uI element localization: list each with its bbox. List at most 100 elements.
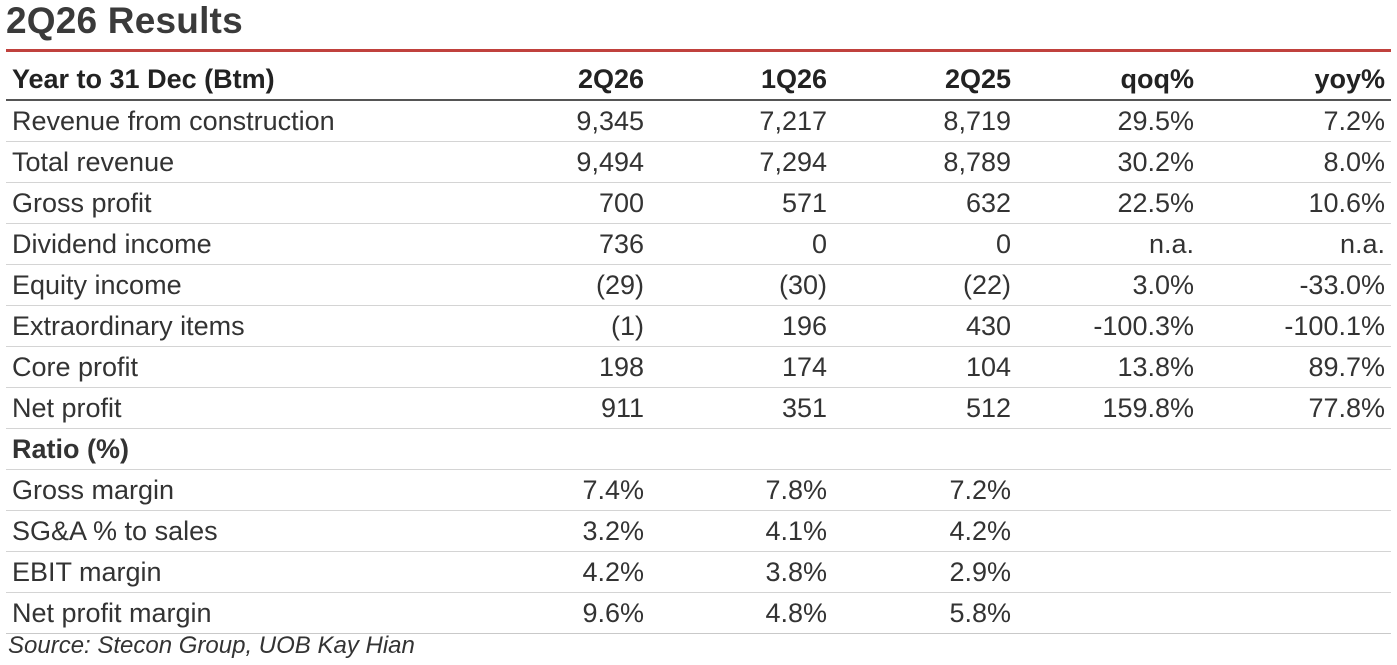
row-label: Gross margin [6, 469, 466, 511]
cell-2q25: 430 [833, 305, 1017, 347]
page-title: 2Q26 Results [6, 0, 243, 41]
row-label: SG&A % to sales [6, 510, 466, 552]
cell-2q26: 9.6% [466, 592, 650, 634]
cell-qoq: -100.3% [1017, 305, 1200, 347]
cell-yoy: 77.8% [1200, 387, 1391, 429]
header-col-yoy: yoy% [1200, 60, 1391, 101]
source-note: Source: Stecon Group, UOB Kay Hian [8, 632, 415, 659]
section-title-ratio: Ratio (%) [6, 428, 466, 470]
cell-1q26: 4.1% [650, 510, 833, 552]
cell-2q26: 911 [466, 387, 650, 429]
row-label: Revenue from construction [6, 100, 466, 142]
empty-cell [1017, 592, 1200, 634]
cell-yoy: -33.0% [1200, 264, 1391, 306]
cell-qoq: n.a. [1017, 223, 1200, 265]
cell-2q25: 8,719 [833, 100, 1017, 142]
cell-yoy: 89.7% [1200, 346, 1391, 388]
cell-1q26: (30) [650, 264, 833, 306]
cell-2q25: 0 [833, 223, 1017, 265]
cell-2q26: 9,345 [466, 100, 650, 142]
table-row: Revenue from construction 9,345 7,217 8,… [6, 100, 1391, 142]
row-label: Net profit [6, 387, 466, 429]
empty-cell [650, 428, 833, 470]
row-label: Dividend income [6, 223, 466, 265]
table-row: Extraordinary items (1) 196 430 -100.3% … [6, 305, 1391, 347]
empty-cell [1200, 469, 1391, 511]
row-label: Net profit margin [6, 592, 466, 634]
empty-cell [1017, 510, 1200, 552]
cell-2q25: 7.2% [833, 469, 1017, 511]
cell-2q25: 512 [833, 387, 1017, 429]
cell-qoq: 159.8% [1017, 387, 1200, 429]
empty-cell [1017, 428, 1200, 470]
cell-2q25: 4.2% [833, 510, 1017, 552]
cell-1q26: 7,217 [650, 100, 833, 142]
cell-2q25: 2.9% [833, 551, 1017, 593]
header-col-1q26: 1Q26 [650, 60, 833, 101]
header-col-2q26: 2Q26 [466, 60, 650, 101]
cell-1q26: 351 [650, 387, 833, 429]
empty-cell [1200, 592, 1391, 634]
cell-2q26: 736 [466, 223, 650, 265]
table-row: EBIT margin 4.2% 3.8% 2.9% [6, 551, 1391, 593]
cell-1q26: 7,294 [650, 141, 833, 183]
title-divider [6, 49, 1391, 52]
header-col-2q25: 2Q25 [833, 60, 1017, 101]
table-row: Dividend income 736 0 0 n.a. n.a. [6, 223, 1391, 265]
table-row: Net profit 911 351 512 159.8% 77.8% [6, 387, 1391, 429]
row-label: Core profit [6, 346, 466, 388]
cell-2q26: 9,494 [466, 141, 650, 183]
empty-cell [1200, 428, 1391, 470]
row-label: EBIT margin [6, 551, 466, 593]
cell-qoq: 13.8% [1017, 346, 1200, 388]
table-row: Equity income (29) (30) (22) 3.0% -33.0% [6, 264, 1391, 306]
cell-qoq: 3.0% [1017, 264, 1200, 306]
empty-cell [1017, 469, 1200, 511]
cell-1q26: 571 [650, 182, 833, 224]
header-label: Year to 31 Dec (Btm) [6, 60, 466, 101]
row-label: Equity income [6, 264, 466, 306]
cell-2q25: 5.8% [833, 592, 1017, 634]
table-row: Gross margin 7.4% 7.8% 7.2% [6, 469, 1391, 511]
table-row: SG&A % to sales 3.2% 4.1% 4.2% [6, 510, 1391, 552]
empty-cell [1200, 551, 1391, 593]
cell-2q26: (1) [466, 305, 650, 347]
empty-cell [1200, 510, 1391, 552]
cell-qoq: 29.5% [1017, 100, 1200, 142]
cell-yoy: 7.2% [1200, 100, 1391, 142]
row-label: Extraordinary items [6, 305, 466, 347]
header-row: Year to 31 Dec (Btm) 2Q26 1Q26 2Q25 qoq%… [6, 60, 1391, 101]
cell-yoy: 8.0% [1200, 141, 1391, 183]
cell-yoy: -100.1% [1200, 305, 1391, 347]
cell-2q26: 7.4% [466, 469, 650, 511]
cell-2q25: 8,789 [833, 141, 1017, 183]
section-header-row: Ratio (%) [6, 428, 1391, 470]
cell-qoq: 30.2% [1017, 141, 1200, 183]
table-row: Gross profit 700 571 632 22.5% 10.6% [6, 182, 1391, 224]
cell-qoq: 22.5% [1017, 182, 1200, 224]
empty-cell [466, 428, 650, 470]
cell-2q25: 104 [833, 346, 1017, 388]
cell-1q26: 3.8% [650, 551, 833, 593]
cell-1q26: 0 [650, 223, 833, 265]
cell-2q26: 198 [466, 346, 650, 388]
empty-cell [1017, 551, 1200, 593]
cell-2q26: (29) [466, 264, 650, 306]
row-label: Gross profit [6, 182, 466, 224]
cell-2q26: 700 [466, 182, 650, 224]
cell-2q26: 4.2% [466, 551, 650, 593]
cell-2q25: (22) [833, 264, 1017, 306]
cell-2q25: 632 [833, 182, 1017, 224]
row-label: Total revenue [6, 141, 466, 183]
cell-1q26: 4.8% [650, 592, 833, 634]
cell-1q26: 174 [650, 346, 833, 388]
table-row: Total revenue 9,494 7,294 8,789 30.2% 8.… [6, 141, 1391, 183]
cell-1q26: 196 [650, 305, 833, 347]
header-col-qoq: qoq% [1017, 60, 1200, 101]
cell-1q26: 7.8% [650, 469, 833, 511]
cell-yoy: 10.6% [1200, 182, 1391, 224]
cell-yoy: n.a. [1200, 223, 1391, 265]
table-row: Net profit margin 9.6% 4.8% 5.8% [6, 592, 1391, 634]
table-row: Core profit 198 174 104 13.8% 89.7% [6, 346, 1391, 388]
results-table: Year to 31 Dec (Btm) 2Q26 1Q26 2Q25 qoq%… [6, 60, 1391, 634]
